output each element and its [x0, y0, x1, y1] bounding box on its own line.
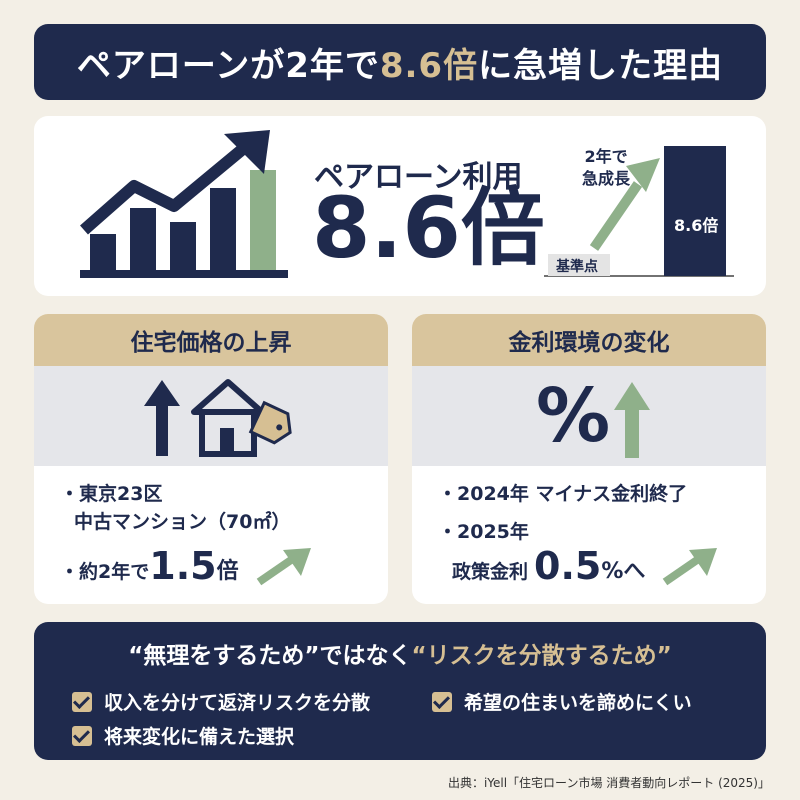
policy-year: 2025年 [457, 521, 529, 543]
hero-value: 8.6倍 [312, 179, 545, 277]
percent-icon: % [536, 373, 611, 459]
interest-line-1: ・2024年 マイナス金利終了 [438, 483, 688, 505]
green-up-arrow-icon [614, 382, 650, 458]
housing-line-2: 中古マンション（70㎡） [60, 508, 388, 536]
interest-details: ・2024年 マイナス金利終了 ・2025年 政策金利 0.5 %へ [412, 466, 766, 586]
policy-rate-label: 政策金利 [452, 561, 529, 583]
title-highlight: 8.6倍 [379, 45, 479, 86]
growth-line-2: 急成長 [582, 169, 631, 188]
interest-visual: % [412, 366, 766, 466]
reason-text-3: 将来変化に備えた選択 [104, 726, 295, 748]
mini-growth-chart [544, 146, 734, 277]
interest-rate-heading: 金利環境の変化 [412, 314, 766, 366]
housing-period: 約2年で [79, 561, 150, 583]
trend-up-arrow-icon [663, 548, 718, 586]
title-prefix: ペアローンが2年で [76, 45, 380, 86]
interest-rate-card: 金利環境の変化 % ・2024年 マイナス金利終了 ・2025年 政策金利 0.… [412, 314, 766, 604]
negative-rate-end: 2024年 マイナス金利終了 [457, 483, 688, 505]
housing-details: ・東京23区 中古マンション（70㎡） ・約2年で 1.5 倍 [34, 466, 388, 586]
growth-line-1: 2年で [584, 147, 628, 166]
housing-price-card: 住宅価格の上昇 ・東京23区 中古マンション（70㎡） ・約2年で 1.5 倍 [34, 314, 388, 604]
quote-connector: ではなく [319, 643, 412, 669]
interest-line-2: ・2025年 [438, 521, 529, 543]
title-banner: ペアローンが2年で 8.6倍 に急増した理由 [34, 24, 766, 100]
trend-up-arrow-icon [256, 548, 311, 586]
hero-panel: ペアローン利用 8.6倍 2年で 急成長 基準点 8.6倍 [34, 116, 766, 296]
interest-line-3: 政策金利 0.5 %へ [438, 546, 766, 586]
source-citation: 出典：iYell「住宅ローン市場 消費者動向レポート (2025)」 [447, 776, 770, 790]
housing-multiplier: 1.5 [149, 544, 217, 588]
housing-area: 東京23区 [79, 483, 163, 505]
housing-line-1: ・東京23区 [60, 483, 163, 505]
quote-reason: “リスクを分散するため” [411, 643, 672, 669]
growth-chart-icon [80, 130, 288, 278]
reasons-panel: “無理をするため”ではなく“リスクを分散するため” 収入を分けて返済リスクを分散… [34, 622, 766, 760]
reason-text-2: 希望の住まいを諦めにくい [464, 692, 692, 714]
title-suffix: に急増した理由 [478, 45, 724, 86]
check-icon [72, 725, 92, 746]
policy-rate-unit: %へ [601, 559, 646, 584]
reason-text-1: 収入を分けて返済リスクを分散 [104, 692, 371, 714]
policy-rate-value: 0.5 [534, 544, 602, 588]
check-icon [432, 691, 452, 712]
mini-bar-label: 8.6倍 [674, 216, 719, 235]
reason-item-2: 希望の住まいを諦めにくい [432, 688, 692, 715]
housing-unit: 倍 [216, 559, 239, 584]
reason-item-1: 収入を分けて返済リスクを分散 [72, 688, 370, 715]
reasons-heading: “無理をするため”ではなく“リスクを分散するため” [34, 636, 766, 670]
hero-label: ペアローン利用 [314, 160, 523, 195]
quote-not: “無理をするため” [128, 643, 320, 669]
reason-item-3: 将来変化に備えた選択 [72, 722, 294, 749]
housing-price-heading: 住宅価格の上昇 [34, 314, 388, 366]
up-arrow-icon [144, 380, 180, 456]
mini-base-label: 基準点 [556, 259, 598, 275]
housing-visual [34, 366, 388, 466]
housing-type: 中古マンション（70㎡） [74, 511, 291, 533]
housing-line-3: ・約2年で 1.5 倍 [60, 546, 388, 586]
check-icon [72, 691, 92, 712]
mini-growth-label: 2年で 急成長 [582, 146, 630, 190]
house-price-tag-icon [191, 379, 292, 457]
